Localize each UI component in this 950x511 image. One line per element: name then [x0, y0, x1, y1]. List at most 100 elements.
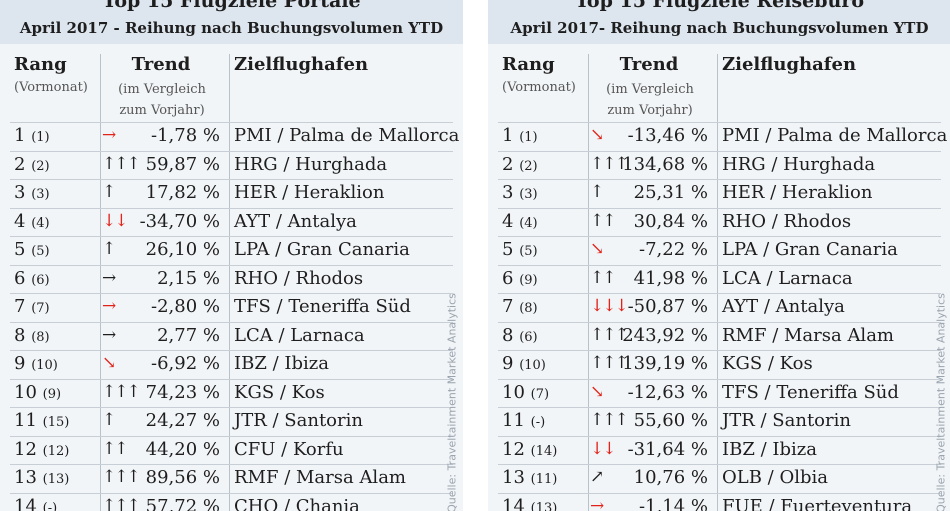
table-row: 9 (10) ↑↑↑ 139,19 % KGS / Kos [498, 350, 941, 379]
table-row: 5 (5) ↑ 26,10 % LPA / Gran Canaria [10, 236, 453, 265]
destination-airport: HRG / Hurghada [234, 153, 388, 175]
panel-portale: Top 15 Flugziele Portale April 2017 - Re… [0, 0, 463, 511]
table-row: 13 (13) ↑↑↑ 89,56 % RMF / Marsa Alam [10, 464, 453, 493]
rank-cell: 3 (3) [502, 182, 538, 203]
trend-arrow-icon: ↘ [590, 381, 604, 402]
destination-airport: JTR / Santorin [722, 410, 851, 431]
change-percent: -34,70 % [139, 210, 220, 232]
previous-rank: (3) [31, 187, 50, 202]
previous-rank: (1) [31, 130, 50, 145]
table-row: 8 (8) → 2,77 % LCA / Larnaca [10, 321, 453, 351]
change-percent: -1,78 % [151, 125, 220, 146]
previous-rank: (13) [42, 472, 70, 487]
rank-value: 13 [14, 467, 37, 488]
trend-arrow-icon: ↑↑↑ [102, 495, 141, 511]
trend-arrow-icon: ↗ [590, 467, 604, 487]
change-percent: -7,22 % [639, 239, 708, 260]
rank-cell: 12 (14) [502, 439, 557, 460]
change-percent: 24,27 % [145, 410, 220, 431]
rank-value: 6 [502, 267, 514, 289]
trend-arrow-icon: ↑ [102, 239, 116, 259]
table-row: 3 (3) ↑ 25,31 % HER / Heraklion [498, 179, 941, 208]
change-percent: 26,10 % [145, 239, 220, 260]
trend-arrow-icon: ↑ [590, 182, 604, 202]
rank-cell: 2 (2) [502, 154, 538, 175]
change-percent: -13,46 % [627, 125, 708, 146]
rank-cell: 6 (6) [14, 268, 50, 289]
rank-value: 1 [502, 125, 514, 146]
rank-cell: 9 (10) [14, 353, 58, 374]
rank-cell: 5 (5) [14, 239, 50, 260]
rank-value: 12 [502, 438, 525, 460]
trend-arrow-icon: → [102, 324, 116, 345]
rank-cell: 4 (4) [502, 211, 538, 232]
previous-rank: (14) [530, 443, 558, 459]
rank-cell: 7 (7) [14, 296, 50, 317]
rank-cell: 4 (4) [14, 211, 50, 232]
previous-rank: (2) [519, 158, 538, 174]
destination-airport: OLB / Olbia [722, 467, 828, 488]
destination-airport: LPA / Gran Canaria [722, 239, 898, 260]
previous-rank: (13) [530, 500, 558, 511]
change-percent: 243,92 % [622, 324, 708, 346]
change-percent: 41,98 % [633, 267, 708, 289]
table-row: 1 (1) → -1,78 % PMI / Palma de Mallorca [10, 122, 459, 151]
change-percent: 89,56 % [145, 467, 220, 488]
previous-rank: (6) [519, 329, 538, 345]
rank-value: 6 [14, 267, 26, 289]
rank-value: 4 [14, 210, 26, 232]
previous-rank: (7) [31, 301, 50, 316]
trend-sub-line2: zum Vorjahr) [119, 103, 205, 118]
previous-rank: (9) [42, 386, 62, 402]
previous-rank: (15) [42, 415, 70, 430]
rank-value: 7 [502, 296, 514, 317]
change-percent: 44,20 % [145, 438, 220, 460]
previous-rank: (7) [530, 386, 550, 402]
previous-rank: (-) [530, 415, 546, 430]
table-row: 10 (7) ↘ -12,63 % TFS / Teneriffa Süd [498, 378, 941, 408]
destination-airport: AYT / Antalya [234, 210, 357, 232]
previous-rank: (2) [31, 158, 50, 174]
previous-rank: (5) [31, 244, 50, 259]
rank-value: 9 [14, 353, 26, 374]
previous-rank: (5) [519, 244, 538, 259]
col-rang-header: Rang [14, 54, 67, 75]
rank-value: 9 [502, 353, 514, 374]
trend-arrow-icon: ↘ [590, 239, 604, 259]
rank-value: 11 [502, 410, 525, 431]
rank-value: 11 [14, 410, 37, 431]
destination-airport: PMI / Palma de Mallorca [234, 125, 460, 146]
change-percent: 2,77 % [157, 324, 220, 346]
change-percent: 55,60 % [633, 410, 708, 431]
table-row: 13 (11) ↗ 10,76 % OLB / Olbia [498, 464, 941, 493]
rank-value: 5 [14, 239, 26, 260]
destination-airport: CFU / Korfu [234, 438, 344, 460]
rank-cell: 5 (5) [502, 239, 538, 260]
rank-value: 3 [502, 182, 514, 203]
trend-arrow-icon: ↑↑ [102, 438, 129, 459]
change-percent: -2,80 % [151, 296, 220, 317]
table-row: 1 (1) ↘ -13,46 % PMI / Palma de Mallorca [498, 122, 947, 151]
rank-cell: 10 (7) [502, 382, 549, 403]
change-percent: -50,87 % [627, 296, 708, 317]
panel-subtitle: April 2017- Reihung nach Buchungsvolumen… [510, 19, 929, 37]
rank-cell: 1 (1) [14, 125, 50, 146]
trend-arrow-icon: → [102, 125, 116, 145]
previous-rank: (8) [519, 301, 538, 316]
trend-arrow-icon: ↘ [102, 353, 116, 373]
change-percent: -6,92 % [151, 353, 220, 374]
rank-value: 13 [502, 467, 525, 488]
destination-airport: TFS / Teneriffa Süd [722, 381, 899, 403]
previous-rank: (-) [42, 500, 58, 511]
destination-airport: AYT / Antalya [722, 296, 845, 317]
column-headers: Rang (Vormonat) Trend (im Vergleich zum V… [10, 54, 453, 124]
destination-airport: RMF / Marsa Alam [722, 324, 894, 346]
destination-airport: FUE / Fuerteventura [722, 495, 913, 511]
panel-header: Top 15 Flugziele Portale April 2017 - Re… [0, 0, 463, 44]
change-percent: 10,76 % [633, 467, 708, 488]
table-row: 7 (7) → -2,80 % TFS / Teneriffa Süd [10, 293, 453, 322]
rank-value: 4 [502, 210, 514, 232]
previous-rank: (4) [31, 215, 50, 231]
trend-arrow-icon: → [590, 495, 604, 511]
change-percent: 74,23 % [145, 381, 220, 403]
